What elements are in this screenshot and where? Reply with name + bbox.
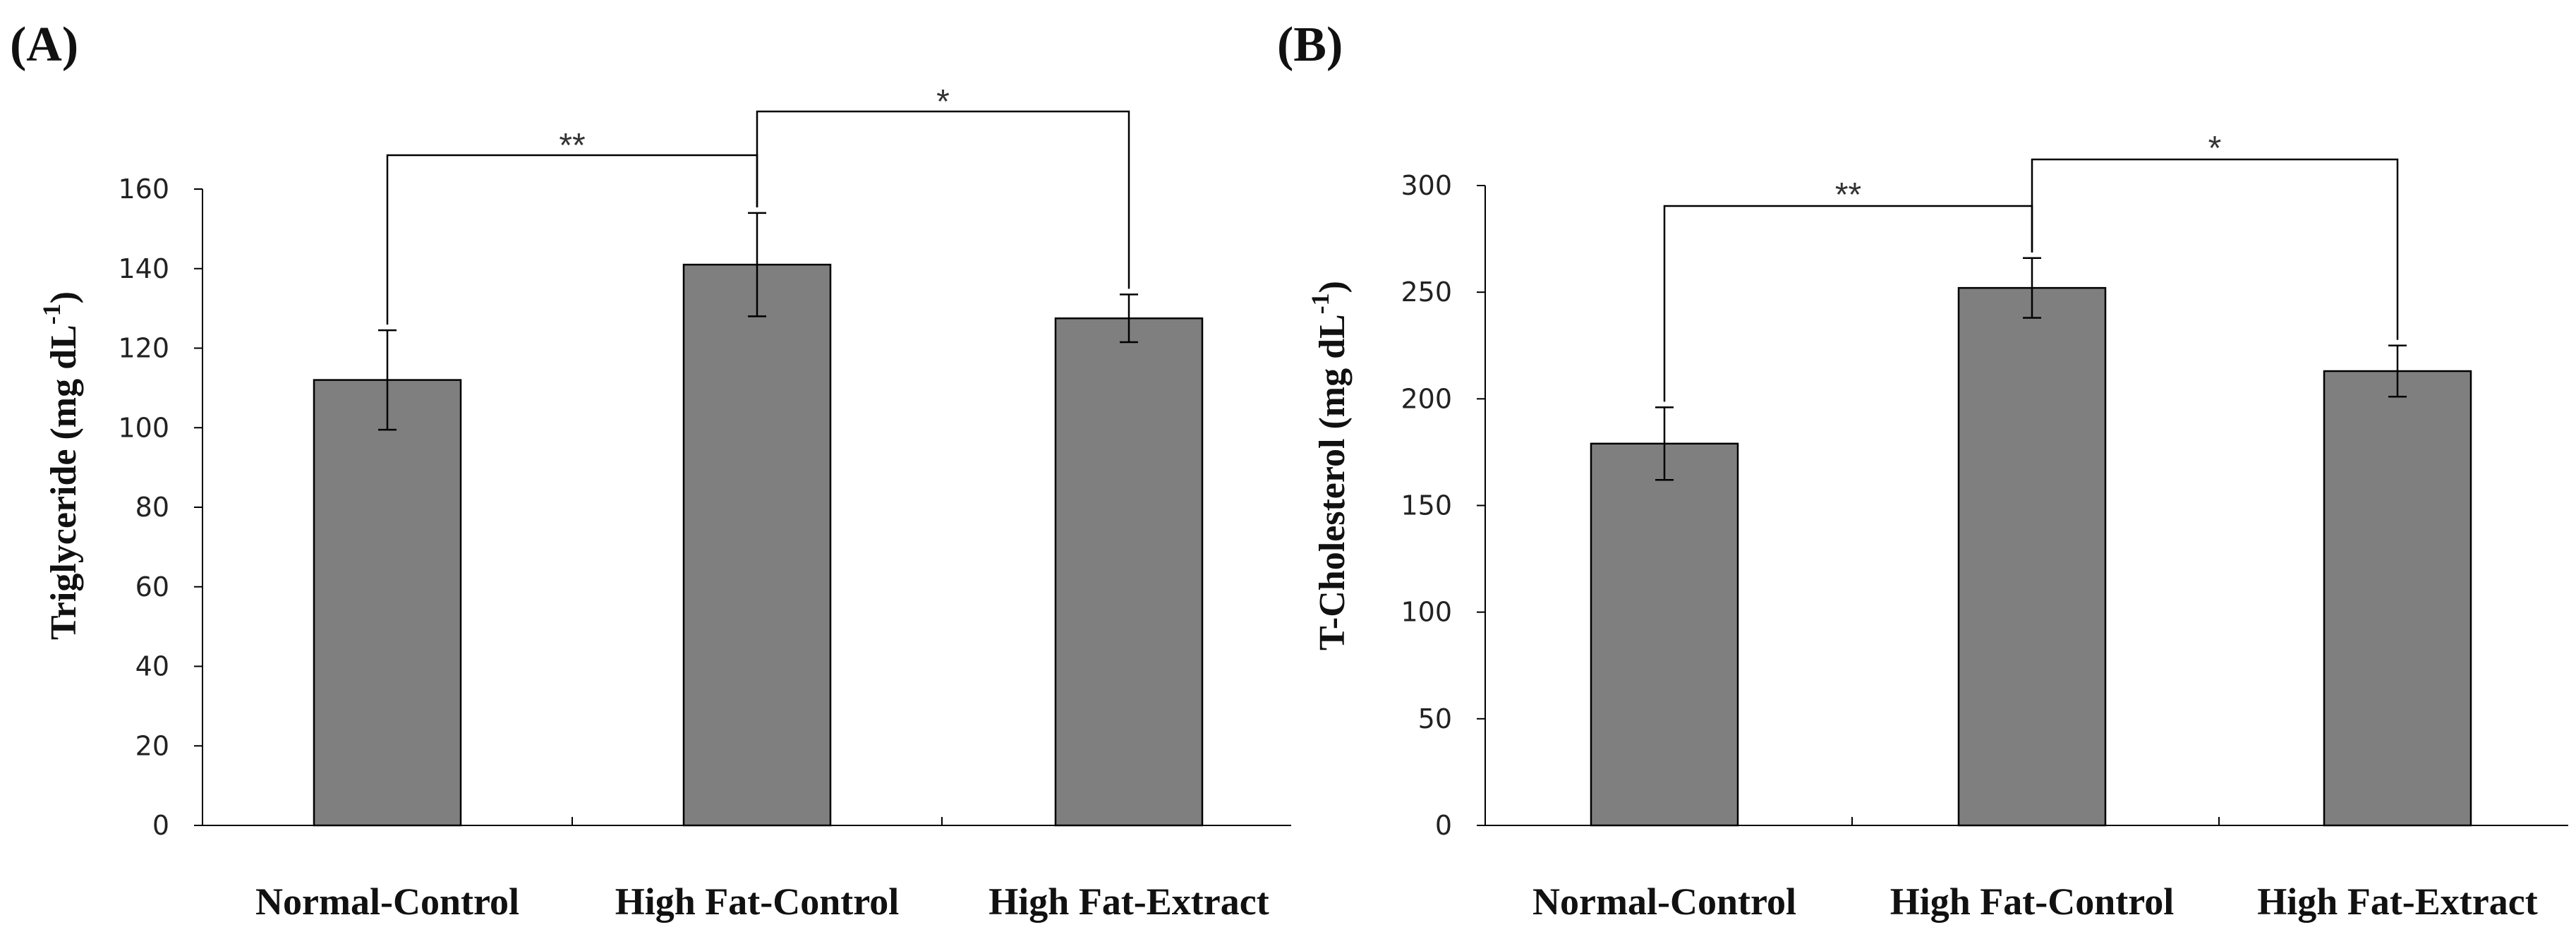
significance-label-b-2: * — [2208, 130, 2222, 167]
y-tick-label-a-5: 100 — [118, 412, 169, 443]
y-tick-label-b-2: 100 — [1401, 597, 1452, 628]
y-tick-label-a-6: 120 — [118, 333, 169, 364]
significance-bracket-a-2 — [756, 110, 1130, 289]
y-ticks-a: 0 20 40 60 80 100 120 140 160 — [118, 174, 202, 841]
significance-bracket-b-2 — [2031, 158, 2399, 340]
x-ticks-a — [202, 817, 943, 825]
significance-label-b-1: ** — [1835, 176, 1861, 214]
panel-b: (B) T-Cholesterol (mg dL-1) 0 50 100 150… — [1277, 18, 2568, 923]
y-tick-label-a-4: 80 — [135, 492, 169, 523]
significance-label-a-1: ** — [559, 127, 585, 164]
error-bar-b-high-fat-control — [2023, 257, 2041, 319]
significance-label-a-2: * — [936, 83, 950, 121]
panel-a: (A) Triglyceride (mg dL-1) 0 20 40 60 80… — [10, 18, 1291, 923]
y-tick-label-b-5: 250 — [1401, 277, 1452, 308]
y-tick-label-a-3: 60 — [135, 571, 169, 602]
y-tick-label-b-3: 150 — [1401, 490, 1452, 521]
x-ticks-b — [1484, 817, 2220, 825]
error-bar-b-high-fat-extract — [2388, 344, 2407, 398]
y-axis-label-a: Triglyceride (mg dL-1) — [37, 291, 84, 640]
y-tick-label-a-2: 40 — [135, 651, 169, 682]
error-bar-a-normal-control — [378, 329, 397, 431]
bar-a-normal-control — [313, 379, 462, 827]
x-category-label-b-0: Normal-Control — [1532, 880, 1796, 923]
y-tick-label-a-1: 20 — [135, 730, 169, 761]
error-bar-a-high-fat-extract — [1120, 293, 1138, 344]
y-tick-label-b-6: 300 — [1401, 170, 1452, 201]
panel-label-a: (A) — [10, 18, 78, 72]
y-tick-label-a-7: 140 — [118, 253, 169, 284]
bar-b-high-fat-extract — [2323, 370, 2472, 827]
x-category-label-a-2: High Fat-Extract — [988, 880, 1269, 923]
y-tick-label-b-4: 200 — [1401, 383, 1452, 414]
y-tick-label-b-1: 50 — [1418, 703, 1452, 734]
bar-a-high-fat-extract — [1054, 317, 1204, 827]
x-category-label-b-1: High Fat-Control — [1890, 880, 2175, 923]
bar-b-high-fat-control — [1957, 286, 2107, 827]
bar-a-high-fat-control — [682, 263, 832, 827]
panel-label-b: (B) — [1277, 18, 1343, 72]
x-category-label-b-2: High Fat-Extract — [2257, 880, 2537, 923]
x-category-label-a-1: High Fat-Control — [615, 880, 900, 923]
y-axis-label-b: T-Cholesterol (mg dL-1) — [1306, 281, 1353, 650]
y-tick-label-a-8: 160 — [118, 174, 169, 205]
x-category-label-a-0: Normal-Control — [255, 880, 519, 923]
y-ticks-b: 0 50 100 150 200 250 300 — [1401, 170, 1485, 841]
bar-b-normal-control — [1590, 442, 1739, 827]
y-tick-label-b-0: 0 — [1435, 810, 1452, 841]
error-bar-a-high-fat-control — [748, 212, 766, 317]
error-bar-b-normal-control — [1655, 406, 1674, 481]
y-tick-label-a-0: 0 — [152, 810, 169, 841]
